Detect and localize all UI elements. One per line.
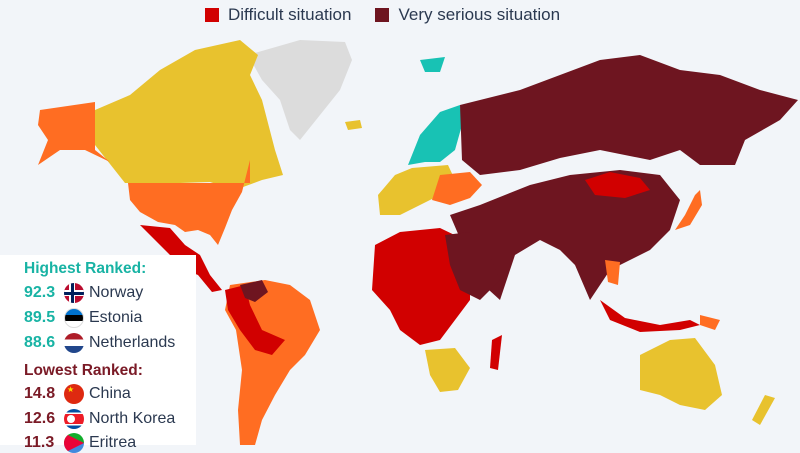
madagascar — [490, 335, 502, 370]
netherlands-flag-icon — [64, 333, 84, 353]
southern-africa — [425, 348, 470, 392]
east-africa-dark — [445, 232, 500, 300]
country-name: Estonia — [89, 309, 143, 326]
ranking-panel: Highest Ranked: 92.3 Norway 89.5 Estonia… — [0, 255, 196, 453]
score: 88.6 — [24, 334, 56, 351]
ranking-row-eritrea: 11.3 Eritrea — [24, 433, 136, 453]
ranking-row-north-korea: 12.6 North Korea — [24, 409, 175, 429]
canada — [95, 40, 283, 190]
china-flag-icon: ★ — [64, 384, 84, 404]
eastern-europe — [432, 172, 482, 205]
iceland — [345, 120, 362, 130]
estonia-flag-icon — [64, 308, 84, 328]
norway-flag-icon — [64, 283, 84, 303]
australia — [640, 338, 722, 410]
ranking-row-estonia: 89.5 Estonia — [24, 308, 142, 328]
country-name: North Korea — [89, 410, 176, 427]
western-europe — [378, 165, 455, 215]
scandinavia — [408, 105, 462, 165]
mongolia — [585, 172, 650, 198]
country-name: Eritrea — [89, 434, 137, 451]
country-name: Norway — [89, 284, 144, 301]
japan — [675, 190, 702, 230]
ranking-row-netherlands: 88.6 Netherlands — [24, 333, 175, 353]
score: 89.5 — [24, 309, 56, 326]
score: 11.3 — [24, 434, 55, 451]
legend: Difficult situation Very serious situati… — [205, 5, 560, 25]
central-asia-middle-east — [450, 170, 680, 300]
north-africa — [372, 228, 470, 345]
ranking-row-norway: 92.3 Norway — [24, 283, 143, 303]
southeast-asia — [605, 260, 620, 285]
papua — [700, 315, 720, 330]
swatch-difficult — [205, 8, 219, 22]
legend-label: Difficult situation — [228, 5, 352, 24]
legend-item-very-serious: Very serious situation — [375, 5, 560, 25]
legend-item-difficult: Difficult situation — [205, 5, 351, 25]
usa — [128, 160, 250, 245]
highest-ranked-title: Highest Ranked: — [24, 260, 147, 277]
indonesia — [600, 300, 700, 332]
legend-label: Very serious situation — [398, 5, 561, 24]
greenland — [248, 40, 352, 140]
swatch-very-serious — [375, 8, 390, 22]
new-zealand — [752, 395, 775, 425]
country-name: China — [89, 385, 131, 402]
venezuela — [240, 280, 268, 302]
score: 12.6 — [24, 410, 56, 427]
ranking-row-china: 14.8 ★ China — [24, 384, 131, 404]
russia — [460, 55, 798, 175]
country-name: Netherlands — [89, 334, 176, 351]
north-korea-flag-icon — [64, 409, 84, 429]
alaska — [38, 102, 110, 165]
andes-countries — [225, 285, 285, 355]
score: 14.8 — [24, 385, 56, 402]
score: 92.3 — [24, 284, 56, 301]
eritrea-flag-icon — [64, 433, 84, 453]
svalbard — [420, 57, 445, 72]
lowest-ranked-title: Lowest Ranked: — [24, 362, 143, 379]
